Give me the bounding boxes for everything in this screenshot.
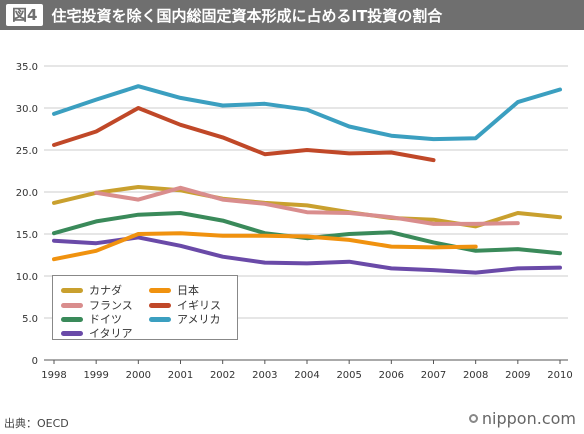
legend-label-uk: イギリス bbox=[177, 299, 221, 312]
legend-swatch-italy bbox=[61, 330, 83, 336]
legend-label-japan: 日本 bbox=[177, 284, 199, 297]
x-tick-label: 2000 bbox=[126, 370, 151, 381]
legend-item-uk: イギリス bbox=[149, 297, 221, 313]
y-tick-label: 30.0 bbox=[16, 104, 38, 115]
x-tick-label: 1998 bbox=[41, 370, 66, 381]
x-tick-label: 2004 bbox=[294, 370, 319, 381]
y-tick-label: 0 bbox=[32, 356, 38, 367]
y-tick-label: 5.0 bbox=[22, 314, 38, 325]
x-tick-label: 1999 bbox=[83, 370, 108, 381]
y-tick-label: 10.0 bbox=[16, 272, 38, 283]
x-tick-label: 2006 bbox=[379, 370, 404, 381]
legend-swatch-uk bbox=[149, 302, 171, 308]
series-line-1 bbox=[94, 185, 520, 226]
series-line-2 bbox=[52, 211, 562, 256]
chart-legend: カナダ フランス ドイツ イタリア 日本 イギリス アメリカ bbox=[52, 275, 238, 340]
y-tick-label: 20.0 bbox=[16, 188, 38, 199]
legend-label-italy: イタリア bbox=[89, 327, 133, 340]
legend-label-canada: カナダ bbox=[89, 284, 122, 297]
series-line-4 bbox=[52, 231, 478, 262]
legend-item-japan: 日本 bbox=[149, 282, 199, 298]
y-tick-label: 15.0 bbox=[16, 230, 38, 241]
legend-item-usa: アメリカ bbox=[149, 311, 220, 327]
series-line-6 bbox=[52, 84, 562, 142]
x-tick-label: 2002 bbox=[210, 370, 235, 381]
x-tick-label: 2001 bbox=[168, 370, 193, 381]
y-tick-label: 25.0 bbox=[16, 146, 38, 157]
legend-item-italy: イタリア bbox=[61, 325, 133, 341]
figure-badge: 図4 bbox=[6, 4, 44, 26]
legend-swatch-usa bbox=[149, 316, 171, 322]
source-note: 出典：OECD bbox=[4, 417, 69, 430]
series-line-5 bbox=[52, 106, 436, 163]
series-line-3 bbox=[52, 235, 562, 275]
x-tick-label: 2008 bbox=[463, 370, 488, 381]
series-line-0 bbox=[52, 185, 562, 229]
x-tick-label: 2005 bbox=[336, 370, 361, 381]
x-tick-label: 2007 bbox=[421, 370, 446, 381]
legend-swatch-japan bbox=[149, 287, 171, 293]
legend-label-usa: アメリカ bbox=[177, 313, 221, 326]
x-tick-label: 2009 bbox=[505, 370, 530, 381]
x-tick-label: 2010 bbox=[547, 370, 572, 381]
x-tick-label: 2003 bbox=[252, 370, 277, 381]
legend-item-canada: カナダ bbox=[61, 282, 122, 298]
y-tick-label: 35.0 bbox=[16, 62, 38, 73]
brand-dot-icon bbox=[468, 414, 478, 423]
legend-label-germany: ドイツ bbox=[89, 313, 122, 326]
chart-title: 住宅投資を除く国内総固定資本形成に占めるIT投資の割合 bbox=[51, 6, 443, 25]
legend-swatch-germany bbox=[61, 316, 83, 322]
line-chart: 0 5.0 10.0 15.0 20.0 25.0 30.0 35.0 1998 1999 2000… bbox=[16, 62, 573, 381]
figure-header: 図4 住宅投資を除く国内総固定資本形成に占めるIT投資の割合 bbox=[0, 0, 584, 30]
legend-label-france: フランス bbox=[89, 299, 133, 312]
legend-item-france: フランス bbox=[61, 297, 133, 313]
legend-swatch-canada bbox=[61, 287, 83, 293]
brand-logo[interactable]: nippon.com bbox=[468, 409, 576, 428]
legend-swatch-france bbox=[61, 302, 83, 308]
brand-text: nippon.com bbox=[481, 409, 576, 428]
legend-item-germany: ドイツ bbox=[61, 311, 122, 327]
